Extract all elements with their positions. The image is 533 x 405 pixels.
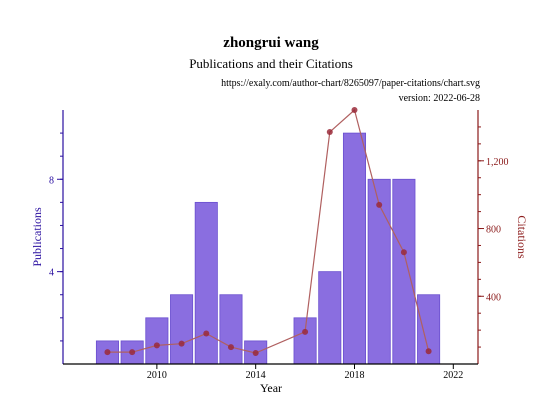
y2-tick-label: 400 <box>486 292 501 303</box>
citations-line-group <box>104 107 432 356</box>
x-tick-label: 2010 <box>147 370 167 381</box>
citation-point <box>178 340 185 347</box>
y2-tick-label: 1,200 <box>486 157 509 168</box>
x-ticks-group: 2010 2014 2018 2022 <box>147 364 463 381</box>
citation-point <box>104 349 111 356</box>
citation-point <box>153 342 160 349</box>
y-axis-label: Publications <box>30 207 44 267</box>
y-tick-label: 4 <box>49 268 54 279</box>
y2-ticks-group: 400 800 1,200 <box>478 126 509 348</box>
publication-bar <box>145 317 169 365</box>
chart-version: version: 2022-06-28 <box>399 93 480 104</box>
citation-point <box>252 349 259 356</box>
citation-point <box>302 328 309 335</box>
citation-point <box>376 201 383 208</box>
x-axis-label: Year <box>260 381 282 395</box>
chart-subtitle: Publications and their Citations <box>189 56 353 71</box>
y2-axis-label: Citations <box>515 215 529 259</box>
y-ticks-group: 48 <box>49 132 63 342</box>
x-tick-label: 2022 <box>443 370 463 381</box>
y2-tick-label: 800 <box>486 225 501 236</box>
publication-bar <box>219 294 243 365</box>
citation-point <box>129 349 136 356</box>
x-tick-label: 2014 <box>246 370 266 381</box>
publication-bar <box>194 201 218 365</box>
citation-point <box>425 348 432 355</box>
publication-bar <box>342 132 367 365</box>
citation-point <box>351 107 358 113</box>
publication-bar <box>392 178 416 365</box>
citation-point <box>203 330 210 337</box>
citation-point <box>326 129 333 136</box>
publication-bar <box>318 271 342 365</box>
y-tick-label: 8 <box>49 175 54 186</box>
chart-title: zhongrui wang <box>223 35 319 51</box>
citation-point <box>227 344 234 351</box>
chart-url: https://exaly.com/author-chart/8265097/p… <box>221 78 480 89</box>
bars-group <box>95 132 441 365</box>
citation-point <box>400 249 407 256</box>
x-tick-label: 2018 <box>344 370 364 381</box>
publication-bar <box>170 294 194 365</box>
publication-bar <box>293 317 317 365</box>
